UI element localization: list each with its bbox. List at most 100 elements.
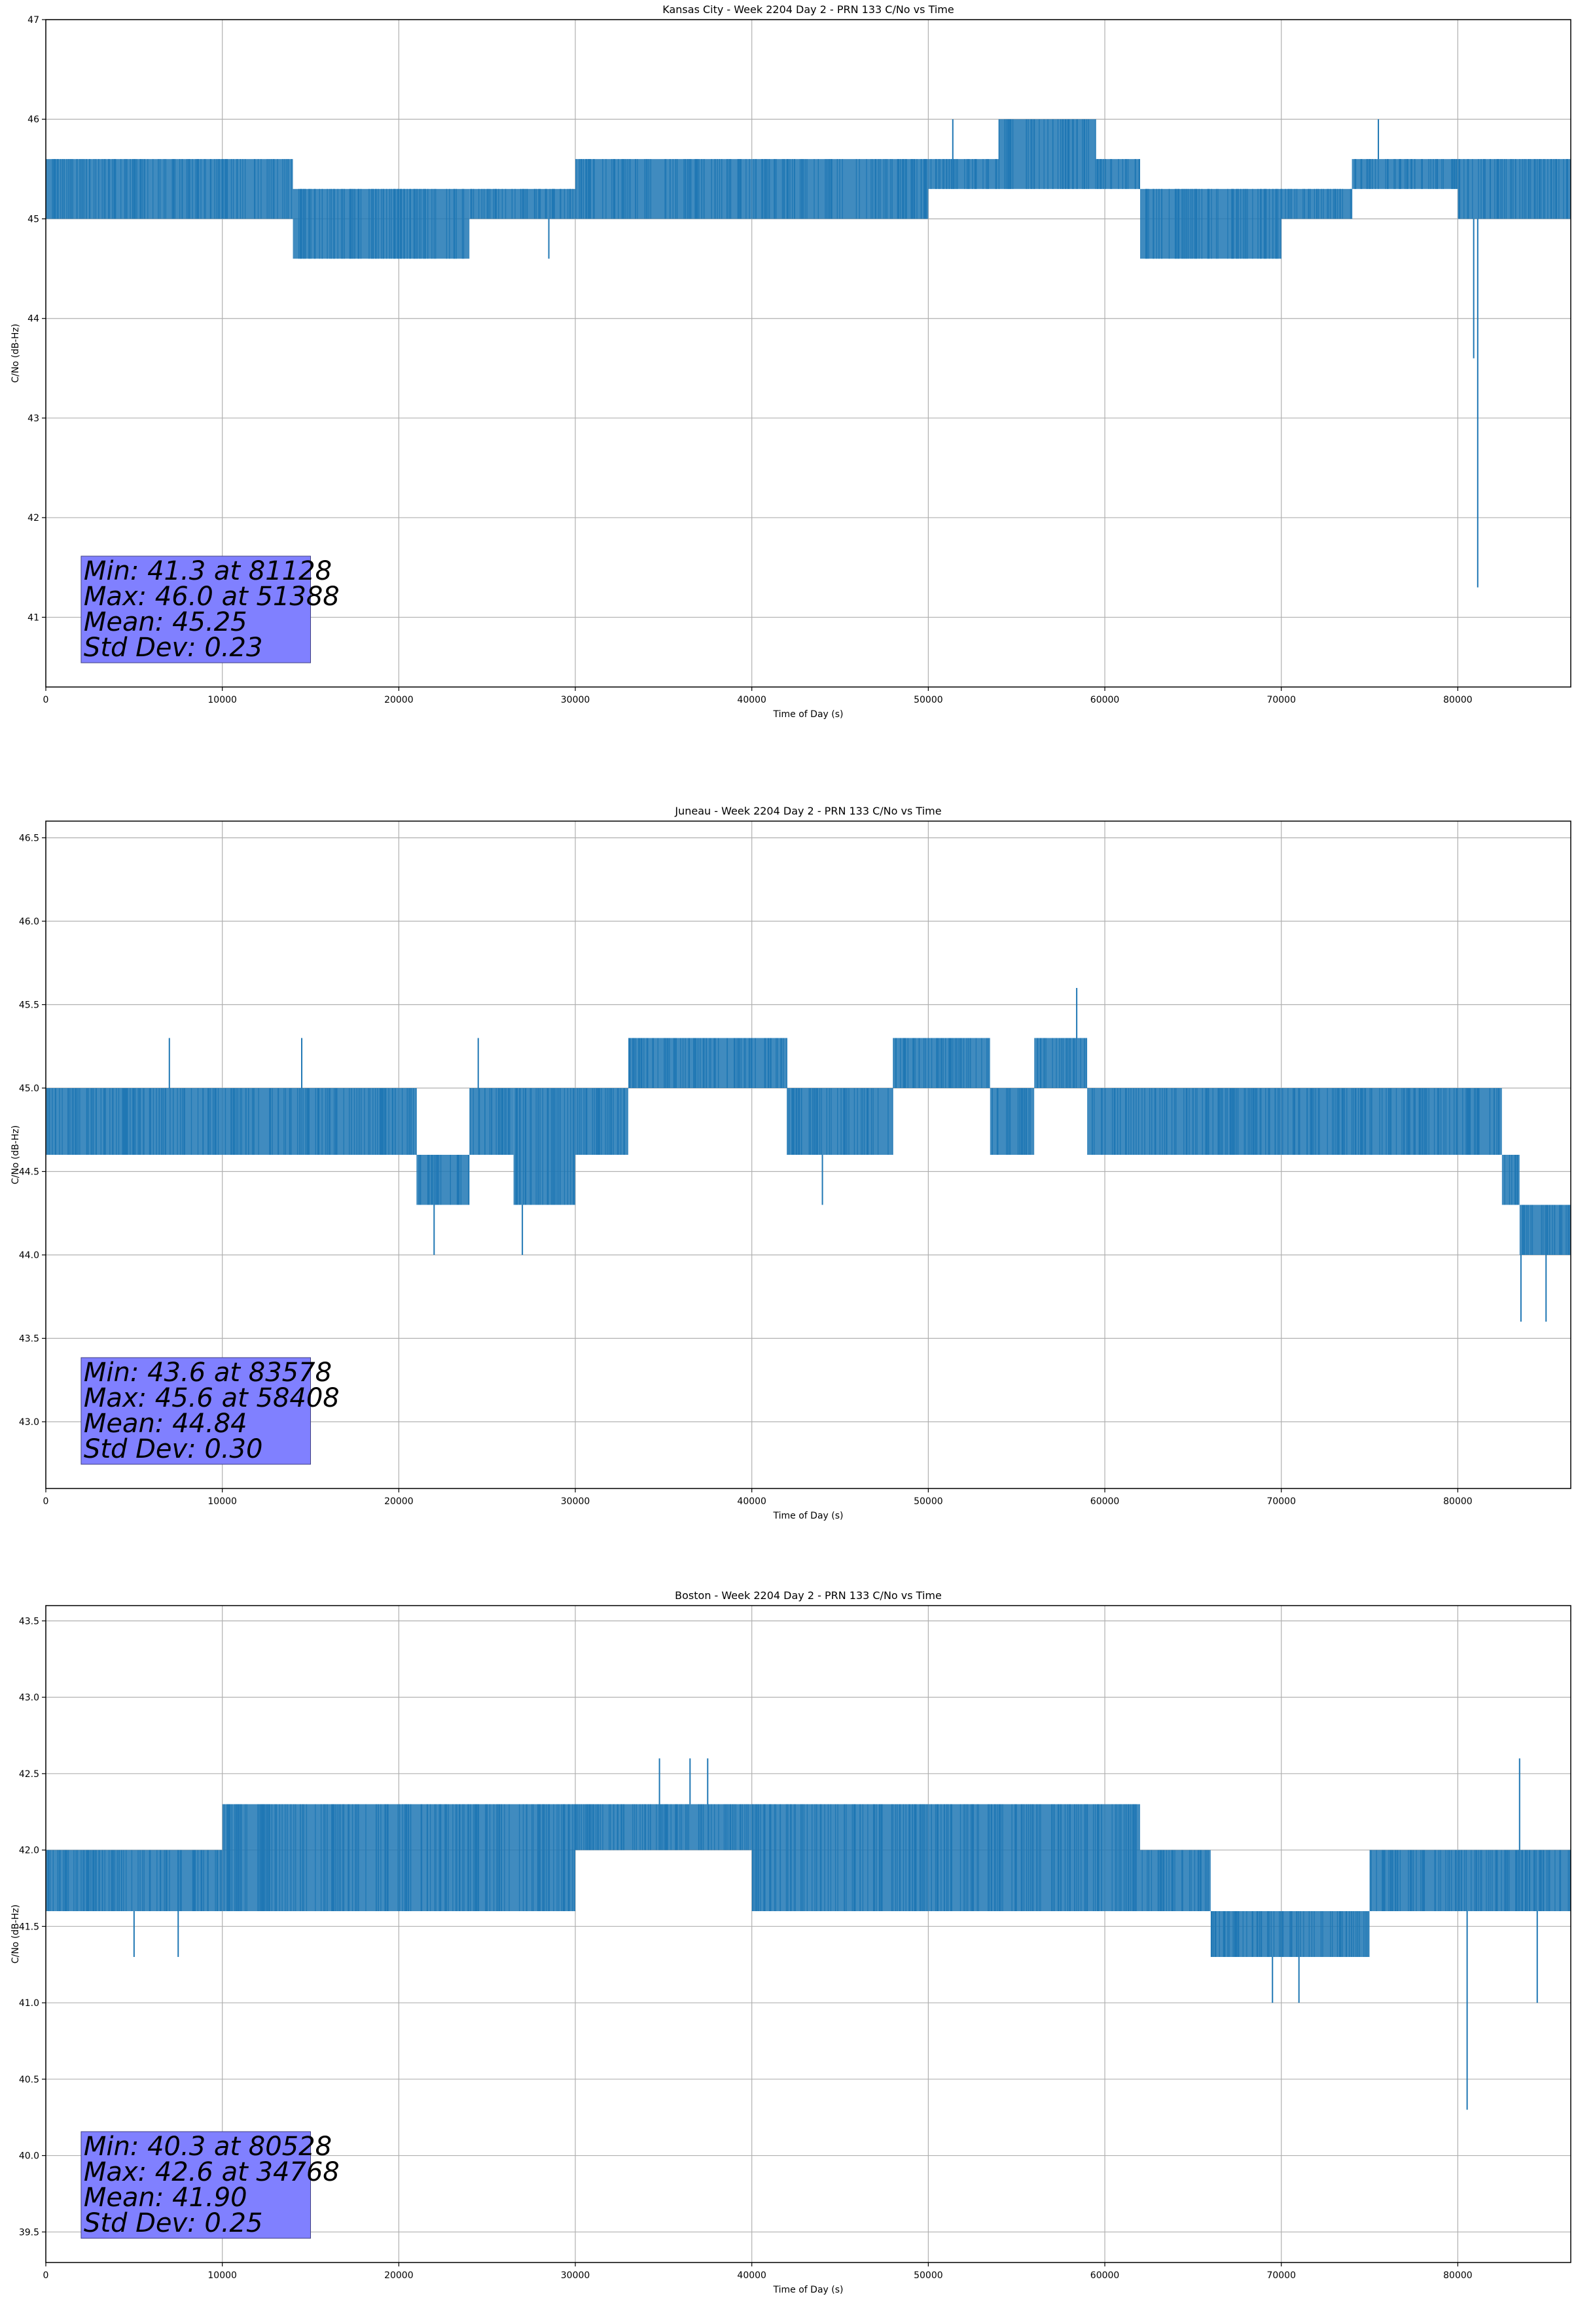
chart2-ytick-label-4: 41.5 xyxy=(19,1922,39,1932)
chart0-xtick-label-1: 10000 xyxy=(207,695,237,705)
chart2-band-1 xyxy=(222,1804,399,1911)
chart0-xtick-label-8: 80000 xyxy=(1443,695,1473,705)
chart0-stats-line-3: Std Dev: 0.23 xyxy=(84,633,263,663)
chart2-band-8 xyxy=(1369,1850,1571,1911)
chart2-xtick-label-8: 80000 xyxy=(1443,2270,1473,2281)
chart0-ytick-label-3: 44 xyxy=(27,314,39,325)
chart1-transitions-7 xyxy=(893,1038,989,1088)
chart2-stats-line-0: Min: 40.3 at 80528 xyxy=(84,2132,332,2162)
chart1-transitions-2 xyxy=(469,1088,510,1155)
chart2-xtick-label-6: 60000 xyxy=(1090,2270,1120,2281)
chart0-xtick-label-0: 0 xyxy=(43,695,49,705)
chart1-ytick-label-7: 46.5 xyxy=(19,834,39,844)
chart1-transitions-6 xyxy=(787,1088,893,1155)
chart1-ytick-label-6: 46.0 xyxy=(19,917,39,927)
chart1-transitions-8 xyxy=(992,1088,1031,1155)
chart0-ytick-label-6: 47 xyxy=(27,15,39,26)
chart0-xtick-label-2: 20000 xyxy=(384,695,414,705)
chart2-title: Boston - Week 2204 Day 2 - PRN 133 C/No … xyxy=(675,1589,942,1602)
chart0-xtick-label-3: 30000 xyxy=(561,695,590,705)
chart0-transitions-4 xyxy=(575,159,750,219)
chart0-transitions-12 xyxy=(1458,159,1569,219)
chart1-series xyxy=(46,988,1571,1322)
chart0-ylabel: C/No (dB-Hz) xyxy=(10,324,21,383)
chart0-band-4 xyxy=(575,159,752,219)
chart0-transitions-8 xyxy=(1096,159,1140,189)
chart0-stats-line-2: Mean: 45.25 xyxy=(84,607,247,637)
chart1-transitions-10 xyxy=(1092,1088,1500,1155)
chart1-ytick-label-4: 45.0 xyxy=(19,1083,39,1094)
chart2-band-4 xyxy=(751,1804,929,1911)
chart2-series xyxy=(46,1758,1571,2110)
chart2-band-3 xyxy=(575,1804,752,1850)
chart2-axes-frame xyxy=(45,1605,1571,2263)
chart1-xtick-label-3: 30000 xyxy=(561,1496,590,1507)
chart1-band-5 xyxy=(628,1038,787,1088)
chart2-transitions-2 xyxy=(399,1804,575,1911)
chart1-xtick-label-4: 40000 xyxy=(737,1496,766,1507)
chart0-transitions-10 xyxy=(1281,188,1353,219)
chart-panel-juneau: Juneau - Week 2204 Day 2 - PRN 133 C/No … xyxy=(0,774,1576,1548)
chart0-band-8 xyxy=(1096,159,1140,189)
chart1-transitions-11 xyxy=(1504,1155,1518,1205)
chart1-xtick-label-1: 10000 xyxy=(207,1496,237,1507)
chart0-xtick-label-4: 40000 xyxy=(737,695,766,705)
chart2-ytick-label-7: 43.0 xyxy=(19,1693,39,1703)
chart1-xtick-label-5: 50000 xyxy=(914,1496,943,1507)
chart1-xtick-label-7: 70000 xyxy=(1266,1496,1296,1507)
chart0-transitions-1 xyxy=(298,188,465,259)
chart2-ytick-label-8: 43.5 xyxy=(19,1616,39,1627)
chart0-ytick-label-2: 43 xyxy=(27,414,39,424)
chart2-xtick-label-2: 20000 xyxy=(384,2270,414,2281)
chart2-ytick-label-0: 39.5 xyxy=(19,2227,39,2238)
chart2-stats-line-3: Std Dev: 0.25 xyxy=(84,2208,263,2238)
chart1-transitions-4 xyxy=(577,1088,625,1155)
chart1-band-9 xyxy=(1034,1038,1088,1088)
chart2-band-0 xyxy=(46,1850,223,1911)
chart2-xlabel: Time of Day (s) xyxy=(773,2285,844,2295)
chart-kansas-city: Kansas City - Week 2204 Day 2 - PRN 133 … xyxy=(10,3,1571,720)
chart0-axes-frame xyxy=(45,19,1571,688)
chart0-ytick-label-0: 41 xyxy=(27,612,39,623)
chart2-xtick-label-1: 10000 xyxy=(207,2270,237,2281)
chart1-stats-line-3: Std Dev: 0.30 xyxy=(84,1434,263,1464)
chart1-ytick-label-3: 44.5 xyxy=(19,1167,39,1178)
chart0-transitions-2 xyxy=(470,188,540,219)
chart2-xtick-label-5: 50000 xyxy=(914,2270,943,2281)
chart0-xtick-label-6: 60000 xyxy=(1090,695,1120,705)
chart2-xtick-label-4: 40000 xyxy=(737,2270,766,2281)
chart1-transitions-0 xyxy=(47,1088,417,1155)
chart0-xtick-label-7: 70000 xyxy=(1266,695,1296,705)
chart1-band-3 xyxy=(513,1088,576,1205)
chart1-stats-line-2: Mean: 44.84 xyxy=(84,1409,247,1439)
chart1-xtick-label-6: 60000 xyxy=(1090,1496,1120,1507)
chart2-ytick-label-5: 42.0 xyxy=(19,1846,39,1856)
chart1-band-1 xyxy=(416,1155,470,1205)
chart2-xtick-label-0: 0 xyxy=(43,2270,49,2281)
chart0-transitions-7 xyxy=(998,119,1096,189)
chart1-ytick-label-5: 45.5 xyxy=(19,1000,39,1011)
chart0-stats-line-1: Max: 46.0 at 51388 xyxy=(84,582,340,612)
chart1-transitions-12 xyxy=(1522,1205,1570,1255)
chart1-transitions-5 xyxy=(628,1038,787,1088)
chart1-stats-line-0: Min: 43.6 at 83578 xyxy=(84,1358,332,1388)
chart0-xlabel: Time of Day (s) xyxy=(773,709,844,720)
chart2-xtick-label-7: 70000 xyxy=(1266,2270,1296,2281)
chart1-xlabel: Time of Day (s) xyxy=(773,1511,844,1521)
chart1-xtick-label-8: 80000 xyxy=(1443,1496,1473,1507)
chart2-transitions-8 xyxy=(1370,1850,1571,1911)
chart1-transitions-3 xyxy=(515,1088,575,1205)
chart2-xtick-label-3: 30000 xyxy=(561,2270,590,2281)
chart2-transitions-3 xyxy=(575,1804,749,1850)
chart1-stats-box-bg xyxy=(81,1357,312,1465)
chart2-stats-line-2: Mean: 41.90 xyxy=(84,2183,247,2213)
chart0-ytick-label-1: 42 xyxy=(27,513,39,523)
chart0-ytick-label-4: 45 xyxy=(27,214,39,224)
chart0-ytick-label-5: 46 xyxy=(27,114,39,125)
chart1-ytick-label-2: 44.0 xyxy=(19,1250,39,1261)
chart1-xtick-label-0: 0 xyxy=(43,1496,49,1507)
chart-panel-boston: Boston - Week 2204 Day 2 - PRN 133 C/No … xyxy=(0,1548,1576,2321)
chart0-band-2 xyxy=(469,188,541,219)
